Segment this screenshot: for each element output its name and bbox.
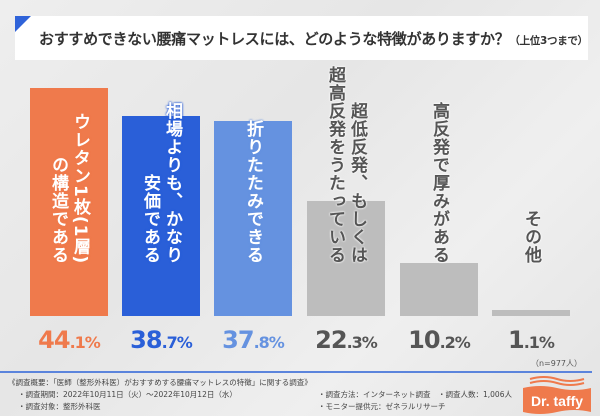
category-label-line: その他 (521, 210, 541, 264)
value-label: 1.1% (485, 326, 577, 354)
page-title: おすすめできない腰痛マットレスには、どのような特徴がありますか？（上位3つまで） (39, 28, 588, 49)
sample-size-note: （n=977人） (530, 359, 582, 368)
value-label: 37.8% (207, 326, 299, 354)
value-label: 38.7% (115, 326, 207, 354)
category-label: 折りたたみできる (214, 120, 292, 264)
value-decimal: .3% (346, 333, 378, 352)
footer-count: ・調査人数：1,006人 (438, 390, 512, 399)
bar-chart: ウレタン1枚(1層) の構造である 44.1% 相場よりも、かなり 安価である 38.7%… (23, 66, 577, 354)
title-main: おすすめできない腰痛マットレスには、どのような特徴がありますか？ (39, 30, 510, 48)
value-integer: 10 (408, 326, 440, 354)
category-label-line: 折りたたみできる (243, 120, 263, 264)
value-decimal: .7% (161, 333, 193, 352)
category-label: ウレタン1枚(1層) の構造である (30, 113, 108, 264)
bar-3 (214, 120, 292, 316)
footer-heading: 《調査概要：「医師（整形外科医）がおすすめする腰痛マットレスの特徴」に関する調査… (8, 378, 312, 387)
category-label: 超低反発、もしくは 超高反発をうたっている (307, 66, 385, 264)
footer-period: ・調査期間：2022年10月11日（火）～2022年10月12日（水） (18, 390, 237, 399)
value-integer: 1 (508, 326, 525, 354)
value-integer: 22 (315, 326, 347, 354)
category-label: 高反発で厚みがある (400, 102, 478, 264)
value-label: 44.1% (23, 326, 115, 354)
category-label-line: 安価である (140, 174, 160, 264)
bar-6 (492, 310, 570, 316)
category-label: 相場よりも、かなり 安価である (122, 102, 200, 264)
category-label-line: ウレタン1枚(1層) (70, 112, 90, 264)
category-label-line: の構造である (48, 156, 68, 264)
value-integer: 37 (222, 326, 254, 354)
footer-provider: ・モニター提供元：ゼネラルリサーチ (318, 402, 446, 411)
value-integer: 38 (130, 326, 162, 354)
footer-method: ・調査方法：インターネット調査 (318, 390, 431, 399)
category-label: その他 (492, 210, 570, 264)
footer-target: ・調査対象：整形外科医 (18, 402, 101, 411)
category-label-line: 超高反発をうたっている (325, 66, 345, 264)
svg-text:Dr. taffy: Dr. taffy (531, 393, 583, 409)
value-decimal: .2% (439, 333, 471, 352)
survey-footer: 《調査概要：「医師（整形外科医）がおすすめする腰痛マットレスの特徴」に関する調査… (8, 377, 512, 413)
value-decimal: .1% (523, 333, 555, 352)
bar-4 (307, 200, 385, 316)
title-box: おすすめできない腰痛マットレスには、どのような特徴がありますか？（上位3つまで） (15, 16, 588, 60)
category-label-line: 高反発で厚みがある (429, 102, 449, 264)
divider (0, 371, 592, 373)
value-label: 10.2% (393, 326, 485, 354)
value-label: 22.3% (300, 326, 392, 354)
value-integer: 44 (38, 326, 70, 354)
title-corner-accent (15, 16, 31, 32)
category-label-line: 相場よりも、かなり (162, 102, 182, 264)
bar-2 (122, 115, 200, 316)
value-decimal: .8% (253, 333, 285, 352)
bar-5 (400, 263, 478, 316)
value-decimal: .1% (69, 333, 101, 352)
category-label-line: 超低反発、もしくは (347, 102, 367, 264)
bar-1 (30, 88, 108, 316)
title-sub: （上位3つまで） (509, 35, 588, 47)
dr-taffy-logo: Dr. taffy (523, 376, 591, 414)
